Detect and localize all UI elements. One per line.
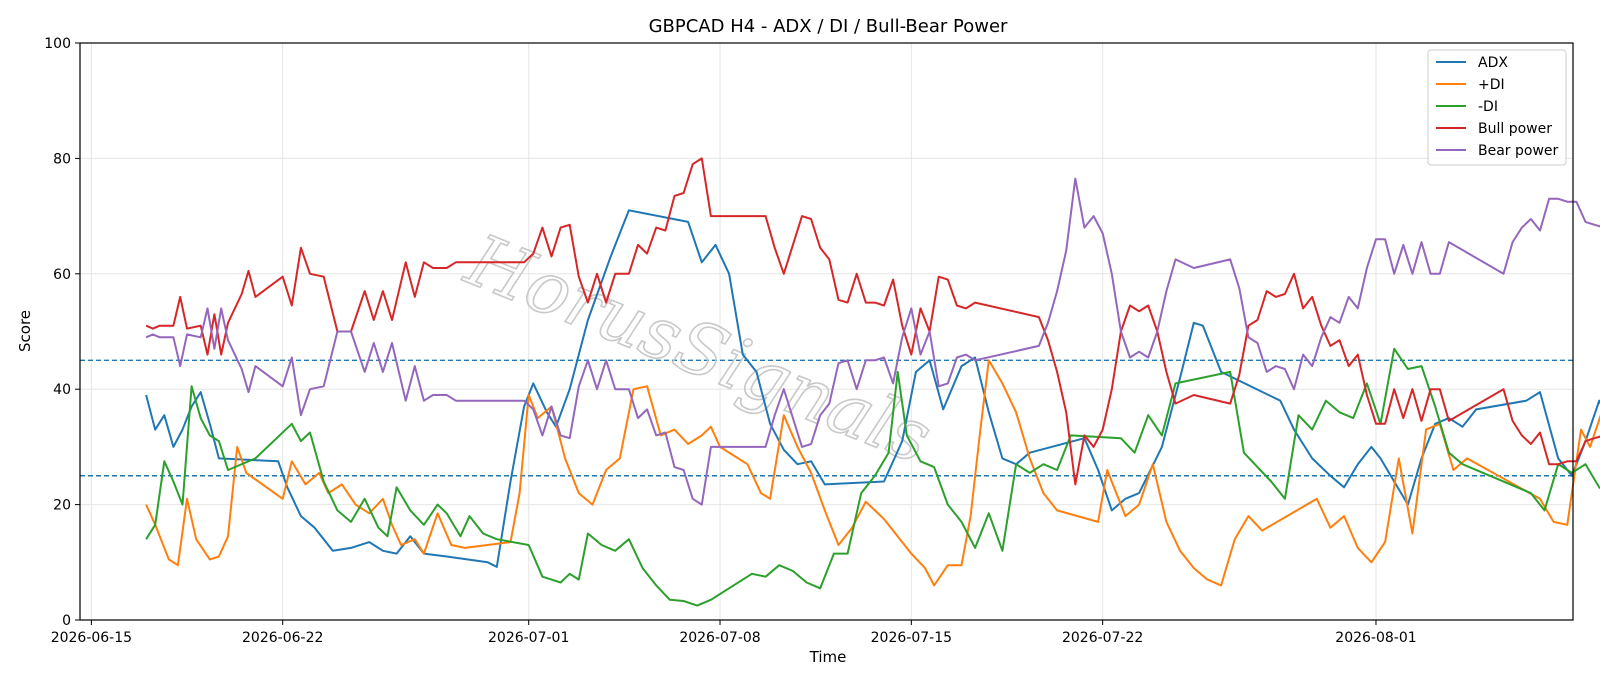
y-tick-label: 100 [44, 36, 71, 52]
x-tick-label: 2026-07-15 [871, 630, 952, 646]
x-ticks: 2026-06-15 2026-06-22 2026-07-01 2026-07-08… [51, 620, 1417, 646]
series-line-di [145, 359, 1600, 587]
legend-label: +DI [1478, 77, 1505, 93]
y-tick-label: 0 [62, 613, 71, 629]
chart-title: GBPCAD H4 - ADX / DI / Bull-Bear Power [649, 16, 1008, 37]
y-tick-label: 80 [53, 151, 71, 167]
legend-label: -DI [1478, 99, 1498, 115]
reference-lines [80, 359, 1573, 477]
x-tick-label: 2026-08-01 [1335, 630, 1416, 646]
legend-label: Bull power [1478, 121, 1552, 137]
series-line-adx [145, 209, 1600, 568]
x-tick-label: 2026-06-15 [51, 630, 132, 646]
x-tick-label: 2026-06-22 [242, 630, 323, 646]
plot-lines [145, 157, 1600, 607]
legend-box [1427, 49, 1567, 166]
y-tick-label: 60 [53, 267, 71, 283]
series-line-di [145, 347, 1600, 607]
y-axis-label: Score [16, 310, 34, 352]
x-tick-label: 2026-07-08 [679, 630, 760, 646]
series-line-bear-power [145, 177, 1600, 506]
x-axis-label: Time [809, 648, 847, 666]
y-tick-label: 20 [53, 498, 71, 514]
y-ticks: 0 20 40 60 80 100 [44, 36, 80, 629]
legend-label: Bear power [1478, 143, 1559, 159]
series-line-bull-power [145, 157, 1600, 486]
legend-label: ADX [1478, 55, 1508, 71]
plot-frame [79, 42, 1574, 621]
y-tick-label: 40 [53, 382, 71, 398]
x-tick-label: 2026-07-22 [1062, 630, 1143, 646]
legend: ADX +DI -DI Bull power Bear power [1427, 49, 1567, 166]
x-tick-label: 2026-07-01 [488, 630, 569, 646]
